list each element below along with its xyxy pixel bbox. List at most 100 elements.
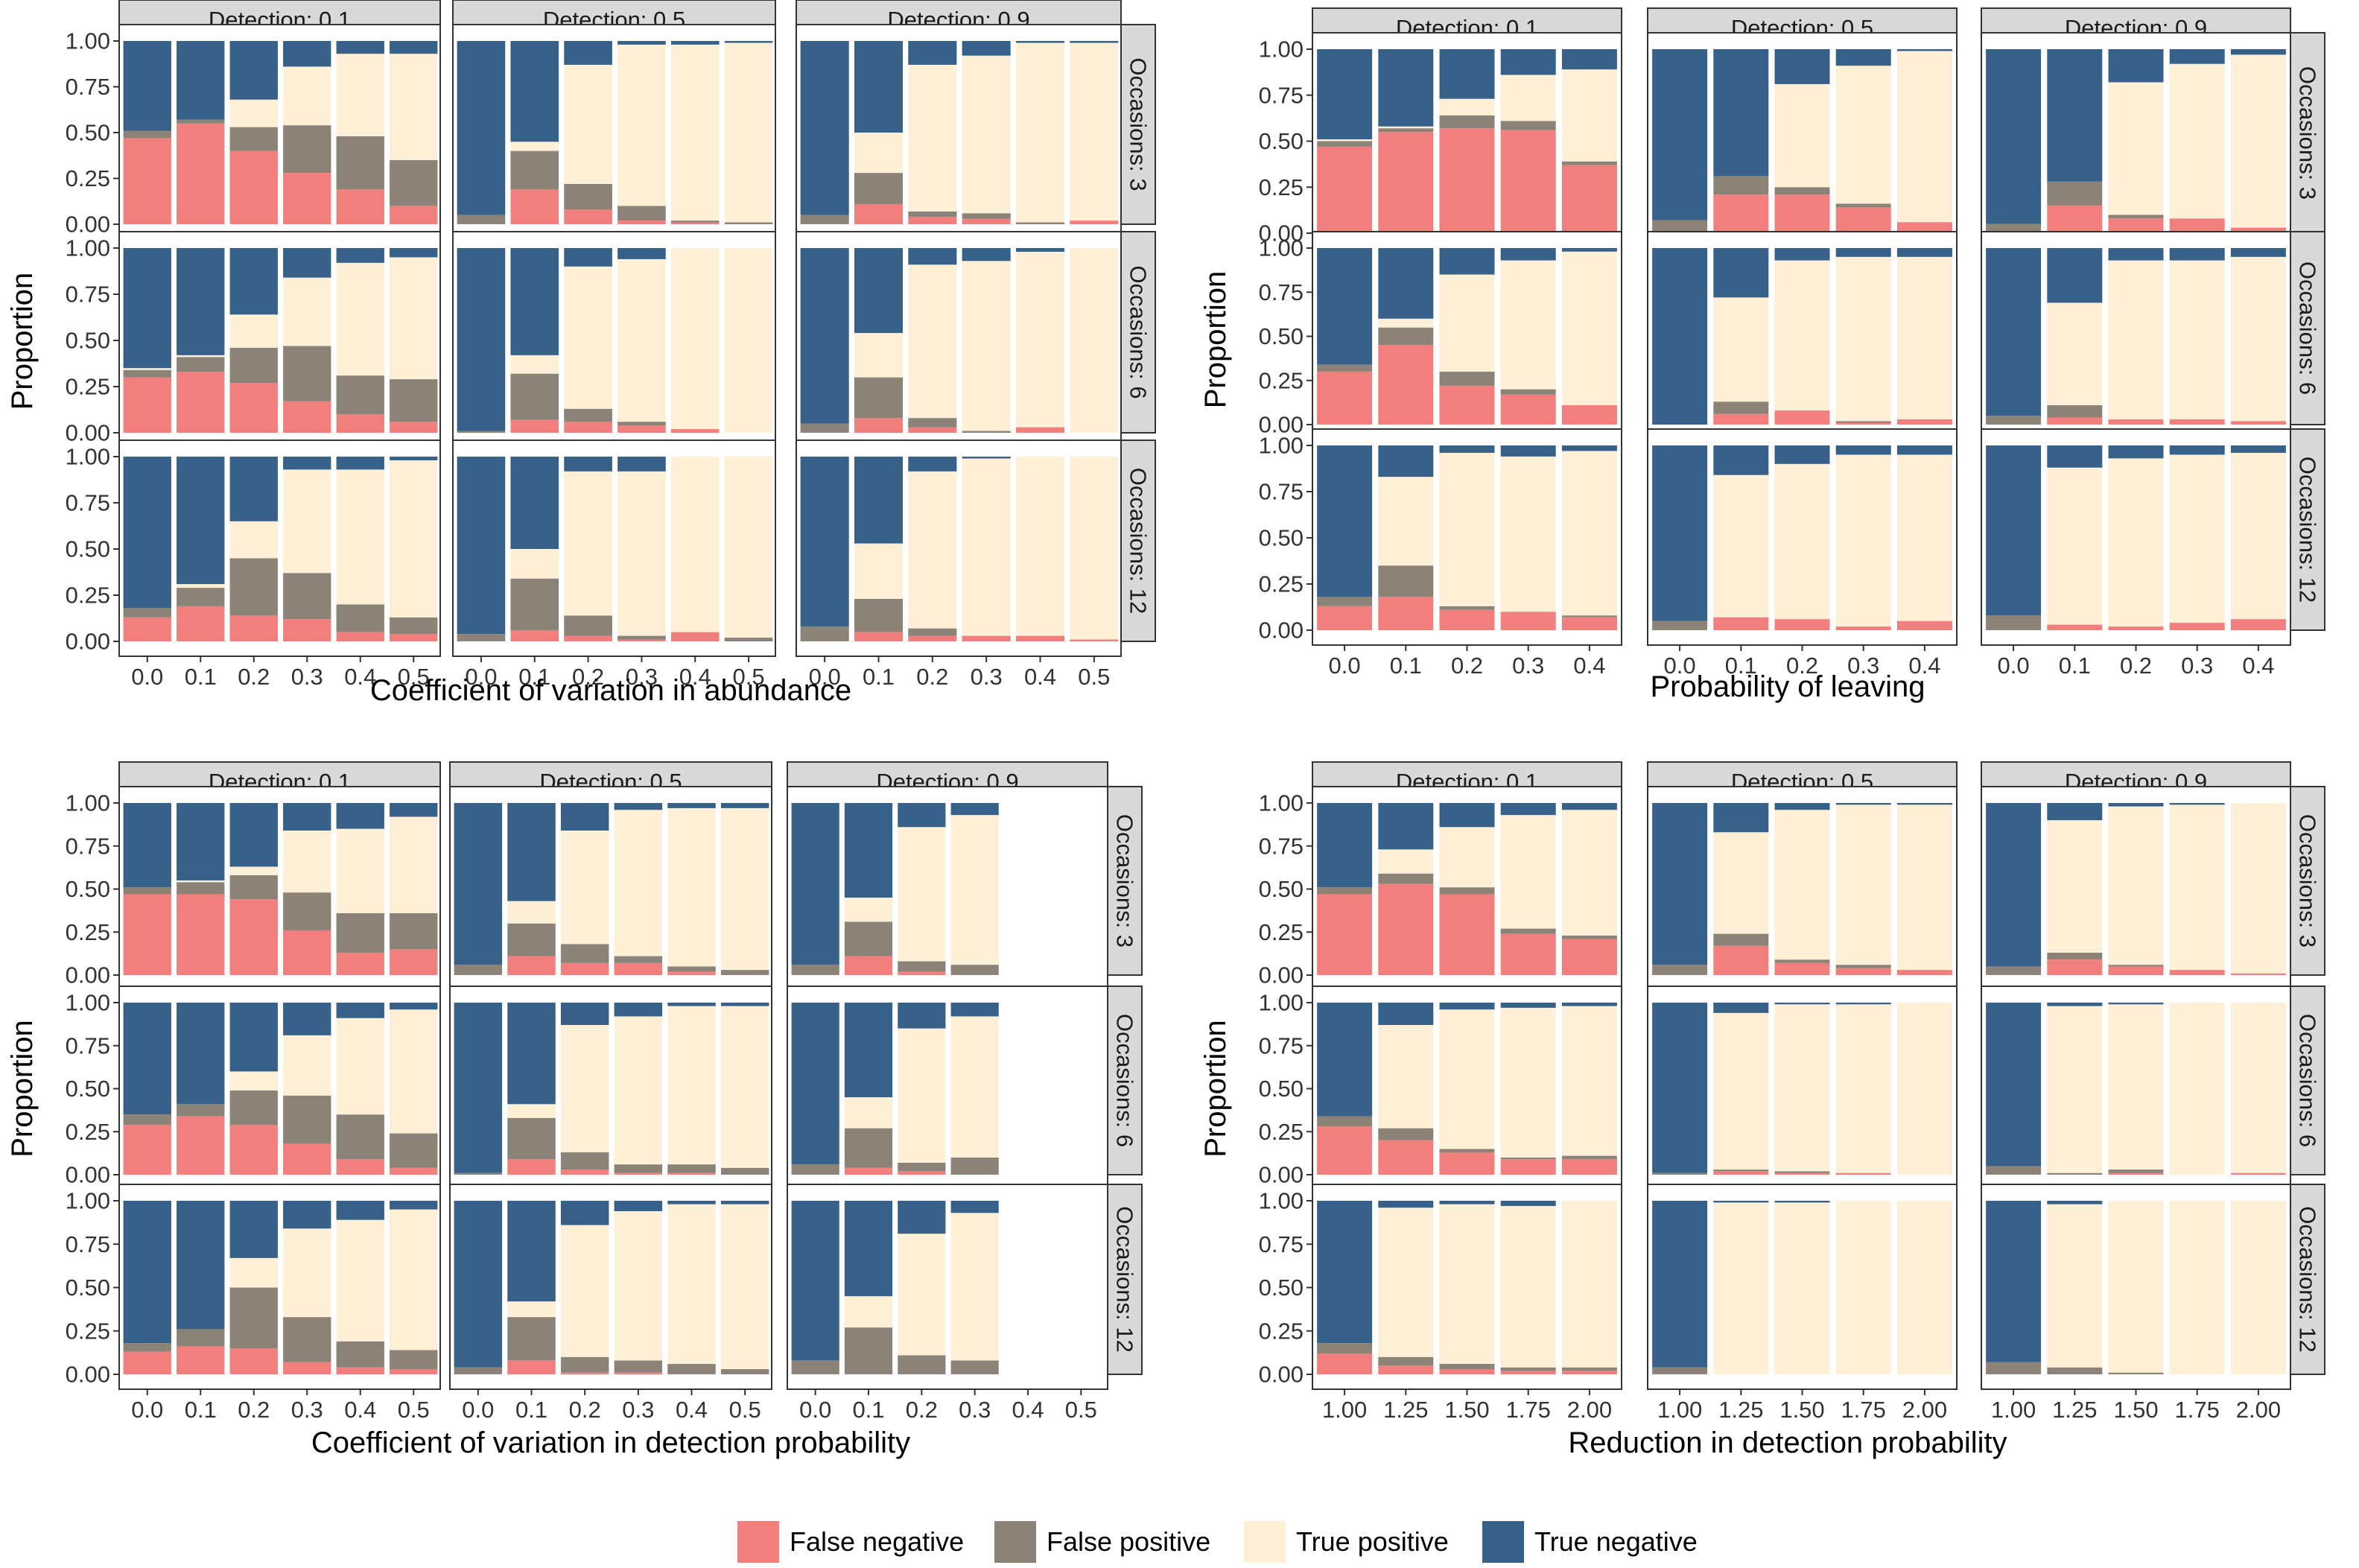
y-tick-label: 0.50 — [66, 536, 110, 562]
bar-segment-false-positive — [390, 1133, 438, 1168]
bar-segment-false-positive — [724, 222, 773, 224]
bar-segment-false-positive — [1317, 887, 1373, 895]
x-tick-label: 0.3 — [2181, 653, 2213, 679]
bar-segment-false-positive — [614, 1164, 663, 1173]
bar-segment-true-negative — [2169, 445, 2225, 455]
bar-segment-false-positive — [283, 892, 331, 930]
bar-segment-true-positive — [229, 866, 278, 876]
y-tick-label: 1.00 — [66, 990, 110, 1016]
bar-segment-false-negative — [962, 218, 1011, 224]
y-tick-label: 0.75 — [1259, 279, 1304, 305]
bar-segment-false-positive — [283, 346, 331, 401]
bar-segment-true-positive — [229, 99, 278, 127]
x-tick-label: 0.4 — [1012, 1397, 1044, 1423]
y-tick-label: 0.50 — [1259, 876, 1304, 902]
bar-segment-false-positive — [390, 912, 438, 950]
bar-segment-false-positive — [1317, 1116, 1373, 1127]
bar-segment-true-negative — [1015, 248, 1065, 252]
bar-segment-false-negative — [229, 150, 278, 224]
x-tick-label: 0.1 — [1725, 653, 1757, 679]
bar-segment-false-negative — [2047, 205, 2103, 233]
x-tick-label: 0.2 — [569, 1397, 601, 1423]
x-axis-title: Coefficient of variation in detection pr… — [311, 1426, 910, 1459]
row-strip-occasions-12 — [2290, 428, 2325, 631]
bar-segment-false-negative — [617, 220, 666, 224]
bar-segment-false-positive — [854, 377, 904, 419]
facet-panel-frame — [449, 786, 772, 991]
x-tick-label: 0.3 — [971, 664, 1003, 690]
bar-segment-true-positive — [1500, 456, 1556, 612]
bar-segment-false-positive — [1713, 401, 1769, 414]
y-tick-label: 1.00 — [1259, 36, 1304, 63]
bar-segment-false-positive — [950, 1157, 999, 1175]
bar-segment-false-negative — [2047, 959, 2103, 975]
row-strip-label: Occasions: 12 — [2295, 1206, 2321, 1352]
bar-segment-true-negative — [1713, 803, 1769, 833]
bar-segment-true-negative — [670, 41, 720, 45]
y-tick-label: 0.50 — [66, 120, 110, 146]
bar-segment-true-negative — [1774, 1003, 1830, 1005]
x-tick-label: 0.3 — [622, 1397, 654, 1423]
bar-segment-true-negative — [2230, 445, 2286, 453]
bar-segment-false-positive — [1317, 364, 1373, 372]
bar-segment-true-negative — [1896, 445, 1952, 455]
bar-segment-false-negative — [1500, 1159, 1556, 1175]
bar-segment-true-negative — [123, 1201, 171, 1344]
bar-segment-false-negative — [560, 1372, 609, 1374]
bar-segment-true-negative — [507, 1201, 556, 1302]
bar-segment-false-positive — [283, 573, 331, 620]
bar-segment-false-positive — [229, 875, 278, 900]
bar-segment-false-negative — [2169, 218, 2225, 233]
bar-segment-true-positive — [510, 355, 559, 374]
bar-segment-true-positive — [283, 469, 331, 574]
bar-segment-true-negative — [1652, 1003, 1708, 1173]
bar-segment-true-negative — [898, 1201, 946, 1234]
bar-segment-true-negative — [1652, 803, 1708, 965]
bar-segment-true-negative — [336, 1003, 384, 1018]
bar-segment-false-negative — [283, 401, 331, 433]
bar-segment-false-positive — [791, 1164, 839, 1175]
bar-segment-false-negative — [229, 1125, 278, 1175]
bar-segment-false-positive — [123, 1343, 171, 1352]
x-tick-label: 0.2 — [1786, 653, 1818, 679]
bar-segment-false-negative — [1835, 422, 1891, 425]
x-tick-label: 0.4 — [344, 1397, 376, 1423]
bar-segment-true-negative — [720, 1201, 769, 1204]
bar-segment-false-positive — [800, 626, 849, 641]
facet-panel-frame — [796, 24, 1122, 240]
bar-segment-false-positive — [507, 1317, 556, 1361]
x-tick-label: 0.0 — [1664, 653, 1696, 679]
bar-segment-true-positive — [1500, 1205, 1556, 1368]
row-strip-label: Occasions: 3 — [2295, 814, 2321, 948]
y-tick-label: 0.25 — [1259, 367, 1304, 393]
bar-segment-true-positive — [1713, 297, 1769, 402]
bar-segment-true-negative — [1561, 248, 1617, 252]
bar-segment-true-negative — [390, 457, 438, 460]
bar-segment-false-negative — [510, 189, 559, 224]
bar-segment-false-negative — [1835, 1172, 1891, 1175]
bar-segment-false-negative — [1439, 128, 1495, 233]
bar-segment-false-positive — [844, 1327, 893, 1374]
bar-segment-false-positive — [454, 965, 503, 975]
bar-segment-true-negative — [1652, 49, 1708, 220]
bar-segment-false-negative — [2047, 624, 2103, 630]
bar-segment-true-negative — [510, 41, 559, 142]
legend-label-true-negative: True negative — [1534, 1526, 1698, 1557]
bar-segment-false-positive — [123, 608, 171, 618]
row-strip-occasions-6 — [2290, 985, 2325, 1175]
bar-segment-true-negative — [2108, 248, 2164, 261]
bar-segment-true-positive — [283, 1035, 331, 1096]
bar-segment-true-positive — [844, 898, 893, 922]
bar-segment-true-positive — [336, 469, 384, 605]
x-axis-title: Probability of leaving — [1650, 670, 1925, 703]
bar-segment-false-negative — [283, 1362, 331, 1374]
bar-segment-true-negative — [1500, 248, 1556, 261]
x-tick-label: 0.4 — [1908, 653, 1940, 679]
row-strip-label: Occasions: 6 — [2295, 1014, 2321, 1147]
bar-segment-false-positive — [844, 1128, 893, 1168]
facet-panel-frame — [796, 231, 1122, 448]
y-tick-label: 0.25 — [66, 374, 110, 400]
bar-segment-false-positive — [614, 1360, 663, 1373]
bar-segment-false-positive — [1774, 1171, 1830, 1173]
bar-segment-false-negative — [510, 419, 559, 433]
